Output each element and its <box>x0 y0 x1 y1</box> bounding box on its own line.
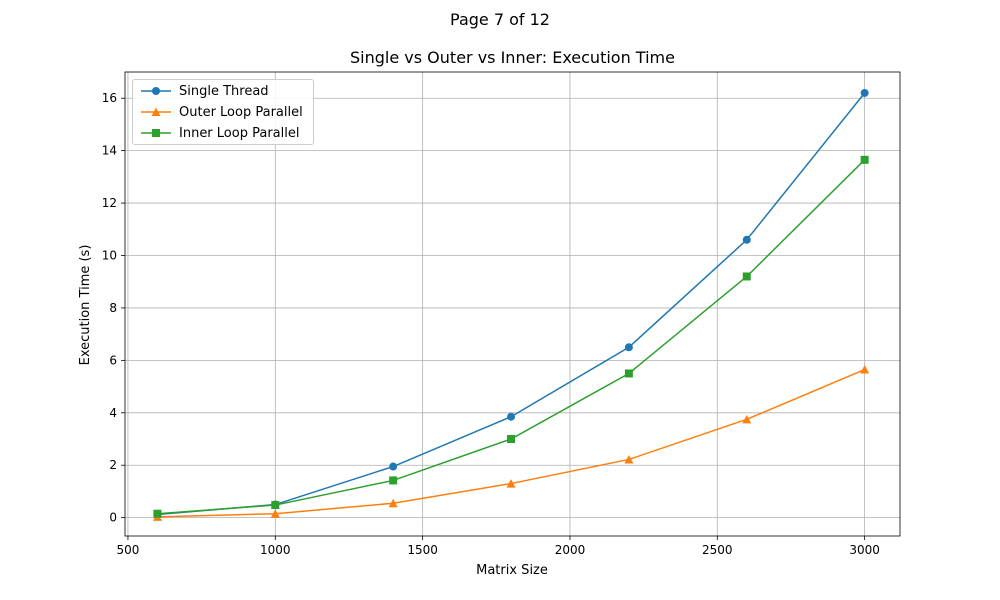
x-axis-label: Matrix Size <box>476 563 548 578</box>
legend-label: Outer Loop Parallel <box>179 104 303 120</box>
x-tick-label: 500 <box>116 543 139 557</box>
page-header: Page 7 of 12 <box>450 10 550 29</box>
legend: Single Thread Outer Loop Parallel Inner … <box>132 79 314 145</box>
legend-item-outer-loop: Outer Loop Parallel <box>141 102 303 122</box>
y-tick-label: 0 <box>109 511 117 525</box>
x-tick-label: 2000 <box>555 543 586 557</box>
data-point <box>507 435 516 444</box>
data-point <box>389 462 398 471</box>
data-point <box>860 88 869 97</box>
x-tick-label: 2500 <box>702 543 733 557</box>
data-point <box>624 454 634 464</box>
data-point <box>860 155 869 164</box>
x-tick-label: 1500 <box>407 543 438 557</box>
series-layer <box>152 88 870 521</box>
data-point <box>742 414 752 424</box>
data-point <box>742 235 751 244</box>
data-point <box>388 498 398 508</box>
y-tick-label: 12 <box>102 196 117 210</box>
data-point <box>624 369 633 378</box>
series-line <box>157 159 866 515</box>
legend-item-inner-loop: Inner Loop Parallel <box>141 123 299 143</box>
x-tick-label: 3000 <box>849 543 880 557</box>
series-line <box>157 368 865 518</box>
data-point <box>271 501 280 510</box>
data-point <box>389 476 398 485</box>
legend-item-single-thread: Single Thread <box>141 81 269 101</box>
legend-marker-triangle <box>141 107 171 116</box>
series-line <box>157 92 866 516</box>
data-point <box>506 479 516 488</box>
y-tick-label: 2 <box>109 458 117 472</box>
data-point <box>860 365 870 374</box>
series-inner-loop-parallel <box>153 155 869 518</box>
data-point <box>153 509 162 518</box>
legend-marker-square <box>141 129 171 137</box>
y-tick-label: 6 <box>109 353 117 367</box>
data-point <box>742 272 751 281</box>
y-tick-label: 10 <box>102 249 117 263</box>
data-point <box>624 343 633 352</box>
y-tick-label: 16 <box>102 91 117 105</box>
plot-frame <box>124 71 901 537</box>
legend-label: Single Thread <box>179 83 269 99</box>
y-tick-label: 4 <box>109 406 117 420</box>
series-single-thread <box>153 88 869 519</box>
x-tick-label: 1000 <box>260 543 291 557</box>
axes: 500 1000 1500 2000 2500 3000 0 2 4 6 8 10 12 14 16 <box>102 71 901 557</box>
y-tick-label: 14 <box>102 144 117 158</box>
legend-marker-circle <box>141 87 171 95</box>
series-outer-loop-parallel <box>152 365 870 521</box>
y-axis-label: Execution Time (s) <box>78 245 93 366</box>
data-point <box>507 412 516 421</box>
chart-title: Single vs Outer vs Inner: Execution Time <box>350 48 675 67</box>
data-point <box>270 509 280 518</box>
legend-label: Inner Loop Parallel <box>179 125 300 141</box>
y-tick-label: 8 <box>109 301 117 315</box>
